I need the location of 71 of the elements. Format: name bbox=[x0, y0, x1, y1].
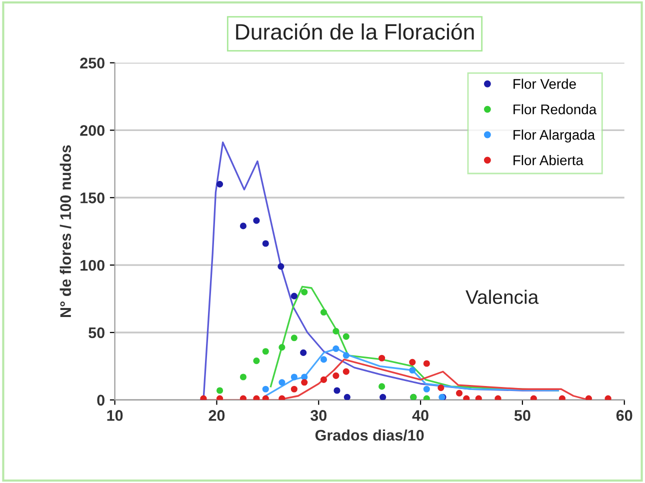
point bbox=[301, 288, 308, 296]
point bbox=[300, 349, 307, 356]
point bbox=[378, 354, 386, 362]
point bbox=[342, 352, 350, 359]
point bbox=[301, 374, 308, 380]
point bbox=[530, 395, 537, 400]
point bbox=[585, 395, 592, 400]
point bbox=[332, 328, 340, 334]
x-tick-label: 40 bbox=[412, 410, 428, 421]
point bbox=[262, 386, 269, 392]
point bbox=[253, 358, 260, 364]
point bbox=[475, 395, 482, 400]
chart-title: Duración de la Floración bbox=[236, 23, 474, 40]
point bbox=[253, 395, 260, 400]
point bbox=[290, 334, 298, 342]
y-tick-label: 150 bbox=[80, 192, 104, 204]
point bbox=[456, 390, 463, 396]
legend-label: Flor Alargada bbox=[514, 130, 596, 142]
x-tick-label: 30 bbox=[310, 410, 326, 421]
point bbox=[494, 395, 502, 400]
point bbox=[320, 356, 328, 363]
legend-label: Flor Abierta bbox=[514, 155, 584, 166]
y-axis-title: N° de flores / 100 nudos bbox=[60, 145, 72, 318]
point bbox=[290, 386, 298, 392]
point bbox=[320, 308, 328, 316]
x-tick-label: 10 bbox=[107, 410, 123, 421]
annotation: Valencia bbox=[466, 290, 539, 304]
point bbox=[262, 240, 269, 247]
point bbox=[342, 333, 350, 340]
point bbox=[438, 384, 444, 392]
point bbox=[463, 395, 470, 400]
legend-label: Flor Redonda bbox=[514, 104, 597, 114]
point bbox=[240, 222, 247, 230]
point bbox=[278, 379, 286, 386]
x-axis-title: Grados dias/10 bbox=[315, 429, 424, 441]
y-tick-label: 50 bbox=[88, 327, 104, 338]
point bbox=[342, 368, 350, 375]
point bbox=[423, 395, 430, 400]
point bbox=[290, 374, 298, 380]
point bbox=[334, 387, 340, 394]
point bbox=[278, 344, 286, 351]
point bbox=[378, 383, 386, 390]
point bbox=[262, 348, 269, 355]
point bbox=[409, 366, 416, 374]
point bbox=[301, 379, 308, 386]
y-tick-label: 100 bbox=[80, 260, 104, 271]
point bbox=[380, 394, 386, 400]
point bbox=[344, 394, 350, 400]
point bbox=[423, 386, 430, 392]
point bbox=[278, 395, 286, 400]
point bbox=[253, 217, 260, 224]
y-tick-label: 250 bbox=[80, 58, 104, 68]
point bbox=[216, 180, 224, 188]
point bbox=[320, 376, 328, 383]
point bbox=[278, 263, 284, 270]
point bbox=[290, 292, 298, 300]
legend-label: Flor Verde bbox=[514, 78, 576, 89]
y-tick-label: 0 bbox=[97, 394, 104, 406]
point bbox=[423, 360, 430, 367]
point bbox=[332, 345, 340, 352]
x-tick-label: 50 bbox=[514, 410, 530, 421]
point bbox=[262, 395, 269, 400]
point bbox=[240, 374, 247, 380]
x-tick-label: 20 bbox=[208, 410, 225, 421]
point bbox=[409, 358, 416, 366]
point bbox=[604, 395, 612, 400]
point bbox=[332, 372, 340, 379]
x-tick-label: 60 bbox=[616, 410, 632, 421]
point bbox=[558, 395, 566, 400]
y-tick-label: 200 bbox=[80, 125, 104, 136]
point bbox=[216, 387, 224, 394]
